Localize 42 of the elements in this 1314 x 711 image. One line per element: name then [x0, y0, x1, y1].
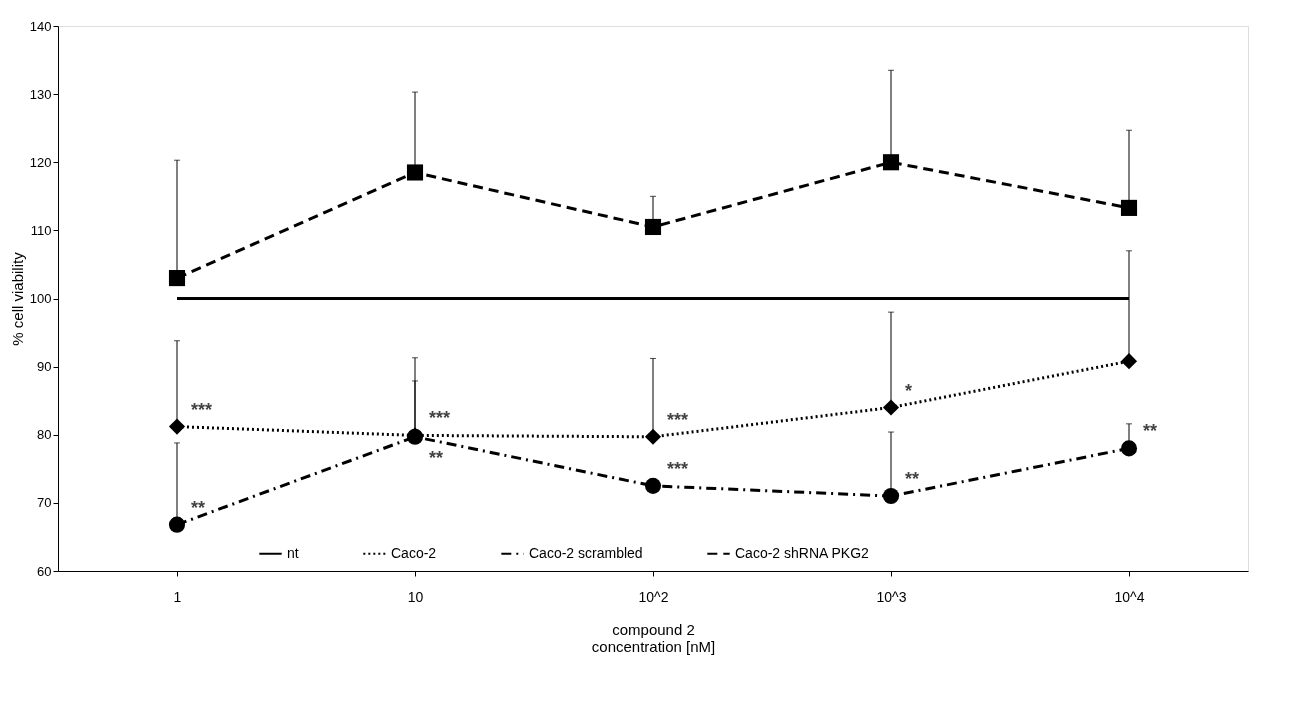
x-tick-label: 10^3 — [876, 588, 907, 605]
legend-label: Caco-2 scrambled — [529, 544, 643, 561]
x-tick-label: 1 — [173, 588, 182, 605]
annotation: *** — [429, 408, 451, 429]
legend-label: nt — [287, 544, 299, 561]
point — [882, 154, 900, 171]
legend-label: Caco-2 shRNA PKG2 — [735, 544, 870, 561]
point — [406, 164, 424, 181]
annotation: ** — [429, 447, 444, 468]
point — [644, 218, 662, 236]
x-tick-label: 10 — [407, 588, 424, 605]
point — [644, 428, 662, 445]
annotation: *** — [667, 409, 689, 430]
point — [168, 418, 186, 435]
point — [1120, 353, 1138, 370]
y-tick-label: 70 — [37, 495, 52, 511]
point — [168, 270, 186, 287]
point — [882, 488, 900, 505]
y-tick-label: 90 — [37, 359, 52, 375]
annotation: ** — [905, 469, 920, 490]
y-tick-label: 80 — [37, 427, 52, 443]
y-tick-label: 60 — [37, 563, 52, 579]
y-tick-label: 120 — [29, 154, 52, 170]
annotation: *** — [667, 458, 689, 479]
y-tick-label: 110 — [30, 222, 52, 238]
annotation: ** — [191, 497, 206, 518]
x-tick-label: 10^2 — [638, 588, 669, 605]
point — [882, 399, 900, 416]
x-tick-label: 10^4 — [1114, 588, 1145, 605]
annotation: * — [905, 380, 913, 401]
point — [168, 516, 186, 533]
y-tick-label: 100 — [29, 291, 52, 306]
annotation: ** — [1143, 421, 1158, 442]
point — [1120, 440, 1138, 457]
y-axis-title: % cell viability — [8, 251, 26, 346]
point — [644, 477, 662, 494]
legend-label: Caco-2 — [391, 544, 437, 561]
point — [1120, 199, 1138, 216]
x-axis-title: compound 2 concentration [nM] — [591, 620, 716, 655]
y-tick-label: 130 — [29, 86, 52, 102]
y-tick-label: 140 — [29, 18, 52, 34]
annotation: *** — [191, 399, 213, 420]
